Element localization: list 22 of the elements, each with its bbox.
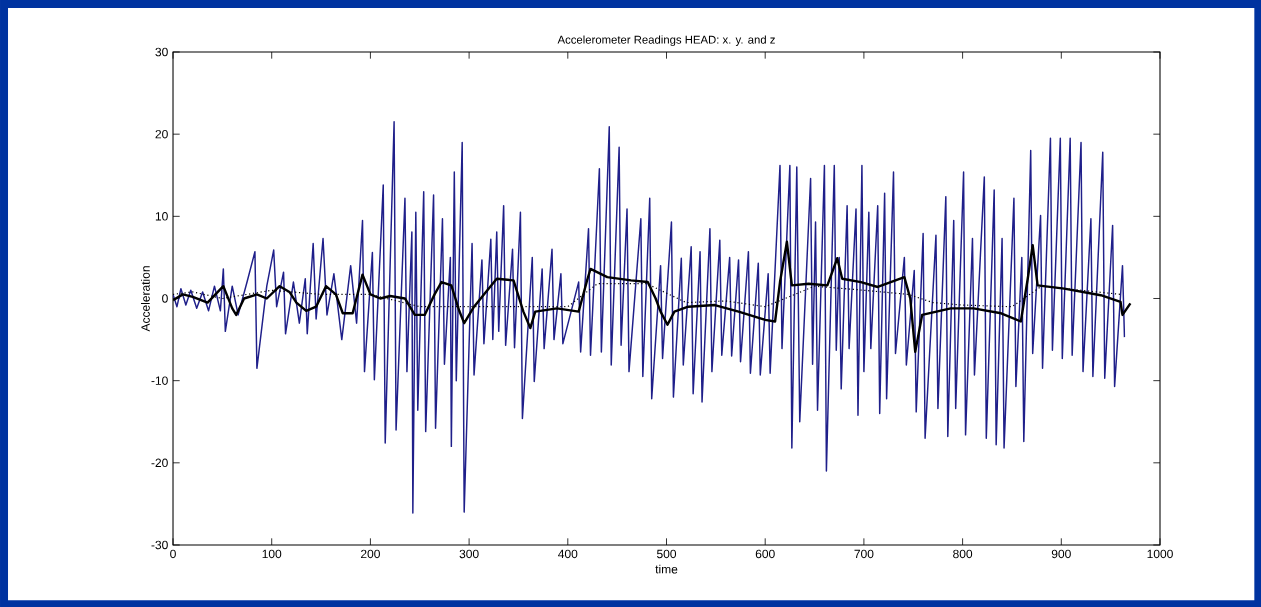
chart-title: Accelerometer Readings HEAD: x. y. and z xyxy=(557,35,775,46)
x-tick-label: 900 xyxy=(1051,549,1071,559)
y-tick-label: 30 xyxy=(155,47,168,57)
x-tick-label: 500 xyxy=(656,549,677,559)
y-tick-label: 20 xyxy=(155,129,168,139)
x-tick-label: 400 xyxy=(558,549,578,559)
x-tick-label: 100 xyxy=(262,549,282,559)
y-tick-label: -30 xyxy=(151,540,168,550)
y-axis-title: Acceleration xyxy=(140,266,150,332)
x-axis-title: time xyxy=(655,564,678,574)
y-tick-label: 10 xyxy=(155,212,168,221)
x-tick-label: 300 xyxy=(459,549,479,559)
x-tick-label: 0 xyxy=(170,549,176,559)
x-tick-label: 700 xyxy=(854,549,874,559)
x-tick-label: 800 xyxy=(953,549,973,559)
line-series xyxy=(173,121,1126,514)
y-tick-label: -20 xyxy=(151,458,168,468)
y-tick-label: 0 xyxy=(162,294,168,303)
x-tick-label: 1000 xyxy=(1147,549,1173,559)
y-tick-label: -10 xyxy=(151,376,168,385)
x-tick-label: 600 xyxy=(755,549,775,559)
x-tick-label: 200 xyxy=(361,549,380,559)
